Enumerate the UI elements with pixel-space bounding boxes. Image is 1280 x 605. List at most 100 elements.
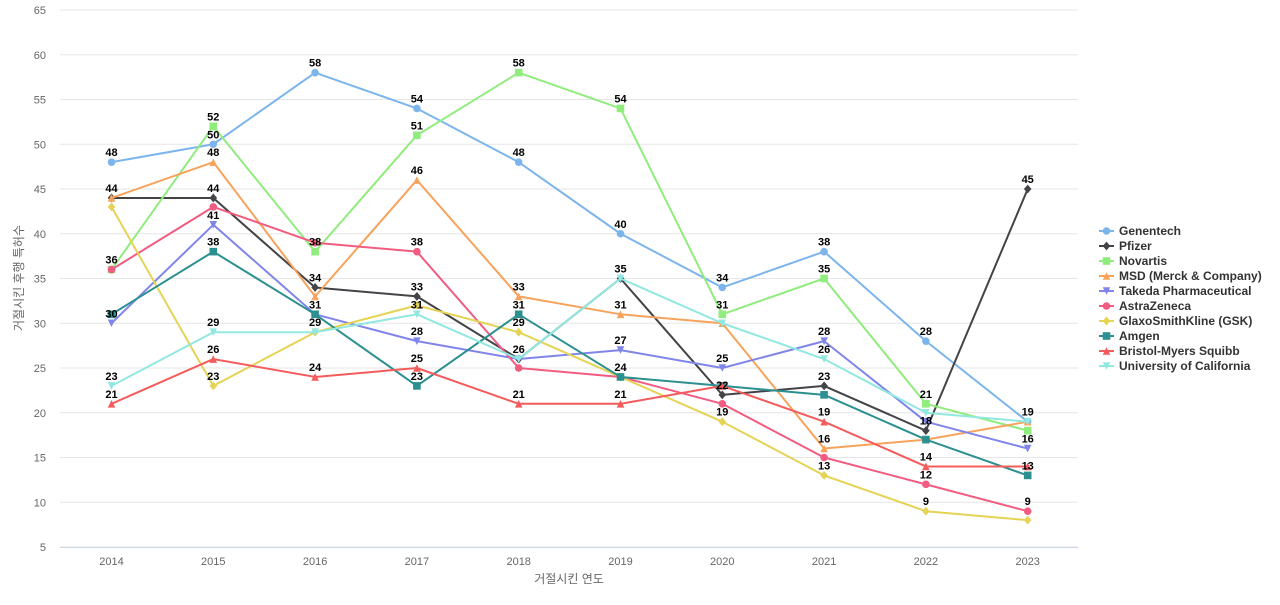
data-point bbox=[311, 283, 319, 292]
data-label: 51 bbox=[411, 120, 423, 132]
data-label: 48 bbox=[513, 147, 525, 159]
x-tick-label: 2021 bbox=[812, 556, 836, 568]
series-university-of-california bbox=[107, 274, 1032, 426]
data-label: 58 bbox=[309, 58, 321, 70]
data-point bbox=[1023, 462, 1032, 471]
legend-item-university-of-california[interactable]: University of California bbox=[1099, 359, 1251, 373]
x-tick-label: 2020 bbox=[710, 556, 734, 568]
data-point bbox=[413, 300, 421, 310]
y-tick-label: 45 bbox=[34, 184, 46, 196]
data-point bbox=[1023, 426, 1032, 435]
data-point bbox=[616, 229, 625, 238]
data-point bbox=[820, 381, 828, 391]
legend-item-genentech[interactable]: Genentech bbox=[1099, 224, 1181, 238]
legend-label: Bristol-Myers Squibb bbox=[1119, 344, 1240, 358]
y-tick-label: 50 bbox=[34, 139, 46, 151]
data-label: 27 bbox=[614, 335, 626, 347]
data-label: 22 bbox=[716, 380, 728, 392]
legend-item-takeda-pharmaceutical[interactable]: Takeda Pharmaceutical bbox=[1099, 284, 1252, 298]
data-point bbox=[209, 158, 218, 166]
legend-item-pfizer[interactable]: Pfizer bbox=[1099, 239, 1152, 253]
legend-symbol bbox=[1102, 287, 1111, 295]
x-tick-label: 2022 bbox=[914, 556, 938, 568]
data-point bbox=[107, 310, 116, 319]
y-tick-label: 25 bbox=[34, 363, 46, 375]
data-point bbox=[820, 444, 828, 453]
legend-symbol bbox=[1102, 362, 1111, 370]
legend-label: Pfizer bbox=[1119, 239, 1152, 253]
x-tick-label: 2014 bbox=[99, 556, 123, 568]
data-label: 48 bbox=[207, 147, 219, 159]
data-label: 50 bbox=[207, 129, 219, 141]
legend-item-amgen[interactable]: Amgen bbox=[1099, 329, 1160, 343]
data-point bbox=[514, 400, 523, 408]
x-tick-label: 2019 bbox=[608, 556, 632, 568]
y-tick-label: 10 bbox=[34, 497, 46, 509]
data-label: 26 bbox=[513, 344, 525, 356]
data-point bbox=[922, 408, 930, 417]
y-tick-label: 60 bbox=[34, 50, 46, 62]
legend-item-novartis[interactable]: Novartis bbox=[1099, 254, 1167, 268]
data-label: 23 bbox=[105, 371, 117, 383]
data-label: 29 bbox=[207, 317, 219, 329]
data-point bbox=[820, 471, 828, 480]
data-label: 40 bbox=[614, 219, 626, 231]
legend-label: Amgen bbox=[1119, 329, 1160, 343]
data-label: 9 bbox=[923, 496, 929, 508]
data-point bbox=[107, 194, 116, 202]
data-point bbox=[718, 283, 727, 292]
series-line bbox=[111, 358, 1028, 468]
data-label: 21 bbox=[920, 389, 932, 401]
data-point bbox=[107, 158, 116, 166]
data-label: 31 bbox=[309, 299, 321, 311]
data-label: 45 bbox=[1022, 174, 1034, 186]
data-point bbox=[616, 274, 625, 283]
x-tick-label: 2017 bbox=[405, 556, 429, 568]
data-point bbox=[107, 382, 116, 390]
data-label: 13 bbox=[818, 460, 830, 472]
series-line bbox=[111, 71, 1029, 423]
y-tick-label: 55 bbox=[34, 95, 46, 107]
y-axis-title: 거절시킨 후행 특허수 bbox=[11, 225, 26, 331]
data-label: 38 bbox=[309, 237, 321, 249]
data-point bbox=[413, 176, 421, 184]
y-tick-label: 35 bbox=[34, 274, 46, 286]
legend-symbol bbox=[1102, 332, 1111, 340]
data-label: 21 bbox=[614, 389, 626, 401]
data-point bbox=[311, 247, 319, 256]
legend-item-astrazeneca[interactable]: AstraZeneca bbox=[1099, 299, 1191, 313]
data-point bbox=[514, 68, 523, 77]
legend-symbol bbox=[1102, 241, 1111, 251]
y-tick-label: 30 bbox=[34, 318, 46, 330]
data-label: 24 bbox=[309, 362, 322, 374]
data-label: 31 bbox=[716, 299, 728, 311]
legend-item-bristol-myers-squibb[interactable]: Bristol-Myers Squibb bbox=[1099, 344, 1240, 358]
data-point bbox=[514, 364, 523, 372]
legend-item-msd-merck-company[interactable]: MSD (Merck & Company) bbox=[1099, 269, 1262, 283]
legend-symbol bbox=[1102, 302, 1111, 310]
data-point bbox=[922, 400, 930, 408]
data-point bbox=[413, 364, 421, 372]
legend-item-glaxosmithkline-gsk[interactable]: GlaxoSmithKline (GSK) bbox=[1099, 314, 1252, 328]
data-label: 26 bbox=[818, 344, 830, 356]
data-label: 19 bbox=[716, 407, 728, 419]
series-bristol-myers-squibb bbox=[107, 355, 1032, 471]
data-label: 34 bbox=[716, 272, 729, 284]
y-tick-label: 20 bbox=[34, 408, 46, 420]
data-point bbox=[311, 68, 319, 77]
data-label: 44 bbox=[207, 183, 220, 195]
x-tick-label: 2023 bbox=[1015, 556, 1039, 568]
series-astrazeneca bbox=[107, 203, 1032, 515]
data-point bbox=[514, 292, 523, 301]
x-tick-label: 2018 bbox=[506, 556, 530, 568]
data-point bbox=[820, 247, 828, 256]
legend-symbol bbox=[1102, 257, 1111, 265]
series-pfizer bbox=[107, 184, 1032, 436]
data-label: 29 bbox=[309, 317, 321, 329]
data-point bbox=[514, 327, 523, 337]
data-point bbox=[718, 417, 727, 427]
data-point bbox=[413, 131, 421, 140]
data-label: 18 bbox=[920, 416, 932, 428]
series-line bbox=[110, 205, 1028, 513]
data-label: 33 bbox=[411, 281, 423, 293]
